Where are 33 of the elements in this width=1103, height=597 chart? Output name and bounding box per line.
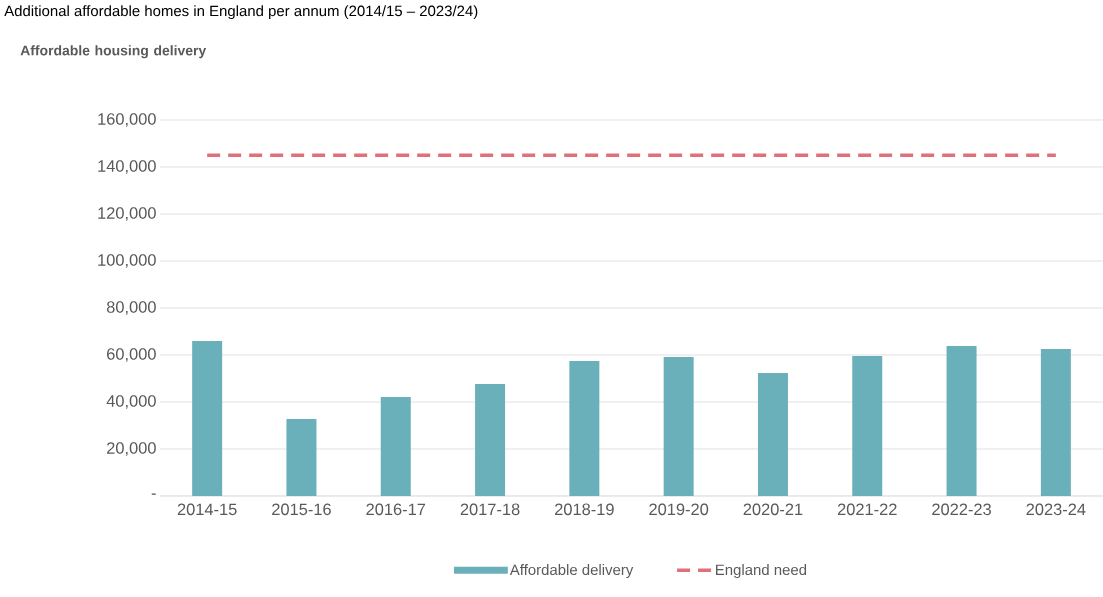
bar <box>946 346 977 496</box>
bar <box>852 355 883 496</box>
x-tick-label: 2015-16 <box>272 503 331 516</box>
y-axis-title: Affordable housing delivery <box>20 45 207 59</box>
legend-label: Affordable delivery <box>509 564 634 579</box>
bar <box>1040 349 1071 496</box>
x-tick-label: 2014-15 <box>177 503 237 516</box>
chart-title: Additional affordable homes in England per annum (2014/15 – 2023/24) <box>4 5 478 20</box>
x-tick-label: 2018-19 <box>555 503 614 516</box>
y-tick-label: 80,000 <box>106 301 156 315</box>
x-tick-label: 2022-23 <box>932 503 991 516</box>
y-tick-label: 60,000 <box>107 348 156 362</box>
x-tick-label: 2023-24 <box>1026 503 1086 516</box>
bar <box>663 357 694 496</box>
y-tick-label: 20,000 <box>107 442 156 456</box>
y-tick-label: 160,000 <box>98 113 156 127</box>
y-tick-label: 120,000 <box>98 207 156 221</box>
x-tick-label: 2021-22 <box>837 503 897 516</box>
bar <box>380 397 411 496</box>
bar <box>757 373 788 496</box>
bar <box>475 383 506 496</box>
x-tick-label: 2019-20 <box>649 503 709 516</box>
bar <box>569 361 600 496</box>
x-tick-label: 2017-18 <box>460 503 520 516</box>
y-tick-label: 40,000 <box>106 395 156 409</box>
bar <box>286 418 317 496</box>
y-tick-label: 100,000 <box>98 254 156 268</box>
y-tick-label: 140,000 <box>98 160 156 174</box>
x-tick-label: 2020-21 <box>743 503 803 516</box>
bar <box>192 340 223 496</box>
y-tick-label: - <box>151 493 156 495</box>
legend-label: England need <box>716 564 807 579</box>
x-tick-label: 2016-17 <box>366 503 426 516</box>
